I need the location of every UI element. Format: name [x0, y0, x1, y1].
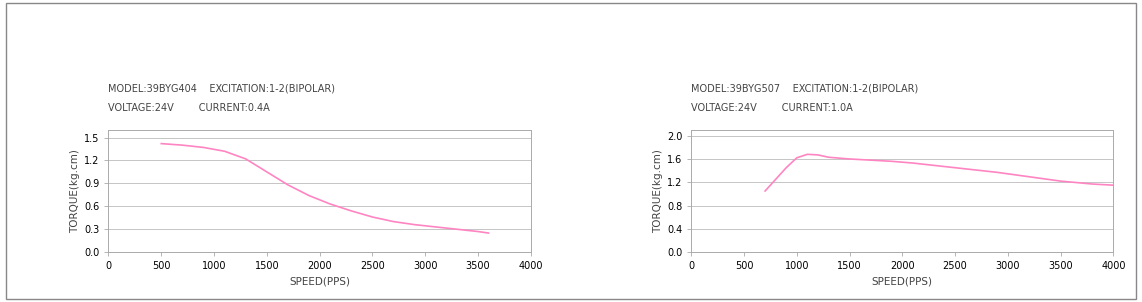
Text: MODEL:39BYG404    EXCITATION:1-2(BIPOLAR): MODEL:39BYG404 EXCITATION:1-2(BIPOLAR) [108, 83, 336, 93]
Y-axis label: TORQUE(kg.cm): TORQUE(kg.cm) [70, 149, 80, 233]
X-axis label: SPEED(PPS): SPEED(PPS) [871, 277, 933, 287]
Text: VOLTAGE:24V        CURRENT:1.0A: VOLTAGE:24V CURRENT:1.0A [691, 103, 853, 113]
X-axis label: SPEED(PPS): SPEED(PPS) [289, 277, 351, 287]
Text: VOLTAGE:24V        CURRENT:0.4A: VOLTAGE:24V CURRENT:0.4A [108, 103, 271, 113]
Y-axis label: TORQUE(kg.cm): TORQUE(kg.cm) [652, 149, 662, 233]
Text: MODEL:39BYG507    EXCITATION:1-2(BIPOLAR): MODEL:39BYG507 EXCITATION:1-2(BIPOLAR) [691, 83, 918, 93]
